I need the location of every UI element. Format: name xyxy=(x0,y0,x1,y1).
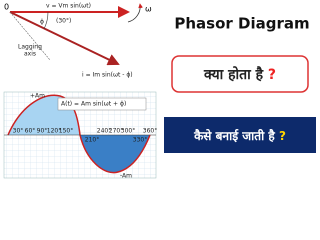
current-phasor xyxy=(9,11,120,66)
question-box-1 xyxy=(171,55,309,93)
omega: ω xyxy=(145,5,152,14)
phi: ϕ xyxy=(40,19,44,26)
question-1-mark: ? xyxy=(268,67,276,83)
amp-neg: -Am xyxy=(120,173,132,180)
thumbnail: 0 v = Vm sin(ωt) ω ϕ (30°) Lagging axis … xyxy=(3,2,316,180)
question-1-text: क्या होता है xyxy=(203,66,264,83)
origin: 0 xyxy=(4,3,9,12)
angle-arc xyxy=(43,11,49,30)
question-box-2 xyxy=(164,117,316,153)
angle-tick: 270° xyxy=(109,128,123,135)
angle-tick: 30° xyxy=(13,128,24,135)
wave-equation: A(t) = Am sin(ωt + ϕ) xyxy=(61,101,126,108)
question-2-text: कैसे बनाई जाती है xyxy=(193,129,275,143)
lagging-1: Lagging xyxy=(18,44,42,51)
equation-box xyxy=(57,97,147,111)
rotation-arc xyxy=(127,3,143,23)
angle-label: (30°) xyxy=(56,18,71,25)
question-1: क्या होता है ? xyxy=(203,66,276,83)
current-label: i = Im sin(ωt - ϕ) xyxy=(82,72,133,79)
amp-pos: +Am xyxy=(30,93,45,100)
question-2: कैसे बनाई जाती है ? xyxy=(193,129,286,143)
angle-tick: 300° xyxy=(121,128,135,135)
angle-tick: 240° xyxy=(97,128,111,135)
question-2-mark: ? xyxy=(279,129,286,143)
lagging-axis xyxy=(9,11,51,61)
angle-tick: 330° xyxy=(133,137,147,144)
angle-tick: 60° xyxy=(25,128,36,135)
angle-tick: 210° xyxy=(85,137,99,144)
angle-tick: 120° xyxy=(47,128,61,135)
angle-tick: 90° xyxy=(37,128,48,135)
lagging-2: axis xyxy=(24,51,36,58)
angle-tick: 150° xyxy=(59,128,73,135)
voltage-label: v = Vm sin(ωt) xyxy=(46,3,91,10)
angle-tick: 360° xyxy=(143,128,157,135)
title: Phasor Diagram xyxy=(174,15,309,33)
